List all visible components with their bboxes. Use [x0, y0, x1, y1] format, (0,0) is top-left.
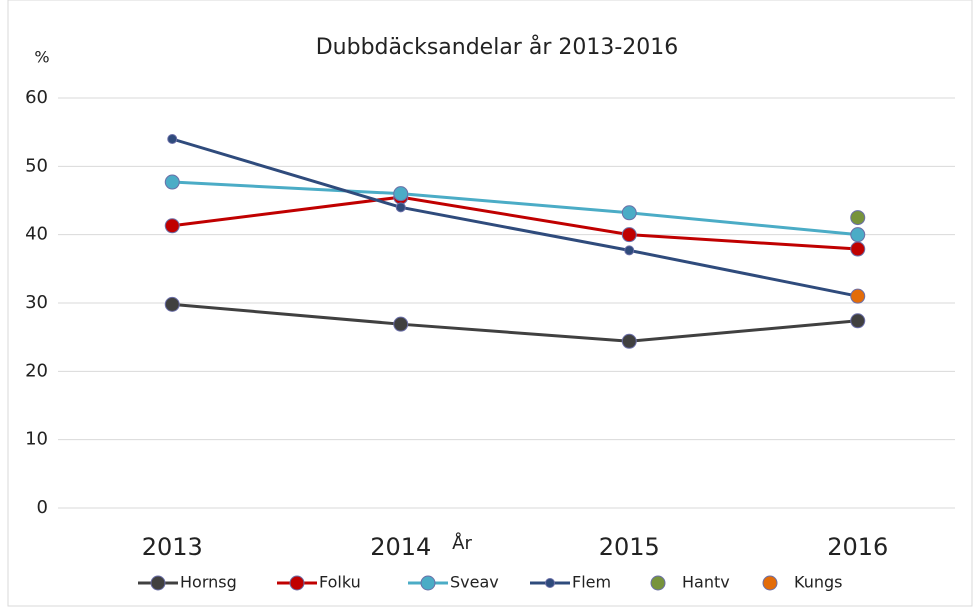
legend-marker: [545, 578, 555, 588]
data-point: [164, 296, 180, 312]
y-axis-label: %: [34, 48, 49, 67]
x-tick-label: 2013: [142, 533, 203, 561]
data-point: [393, 316, 409, 332]
data-point: [164, 174, 180, 190]
x-tick-label: 2015: [599, 533, 660, 561]
data-point: [850, 288, 866, 304]
data-point: [850, 313, 866, 329]
data-point: [624, 245, 635, 256]
legend-label: Hantv: [682, 573, 730, 592]
chart-title: Dubbdäcksandelar år 2013-2016: [316, 34, 679, 60]
y-tick-label: 0: [37, 497, 48, 518]
legend-label: Sveav: [450, 573, 499, 592]
y-tick-label: 10: [25, 429, 48, 450]
data-point: [621, 333, 637, 349]
y-tick-label: 40: [25, 224, 48, 245]
data-point: [621, 227, 637, 243]
y-tick-label: 50: [25, 155, 48, 176]
legend-marker: [420, 575, 436, 591]
legend-label: Kungs: [794, 573, 842, 592]
legend-marker: [289, 575, 305, 591]
data-point: [395, 202, 406, 213]
data-point: [393, 186, 409, 202]
series-line: [172, 180, 858, 237]
x-tick-label: 2014: [370, 533, 431, 561]
data-point: [621, 205, 637, 221]
series-line: [172, 195, 858, 251]
legend-label: Folku: [319, 573, 361, 592]
y-tick-label: 60: [25, 87, 48, 108]
data-point: [167, 134, 178, 144]
legend-label: Flem: [572, 573, 611, 592]
legend-marker: [650, 575, 666, 591]
series-line: [172, 302, 858, 343]
y-tick-label: 20: [25, 360, 48, 381]
x-tick-label: 2016: [827, 533, 888, 561]
legend-marker: [762, 575, 778, 591]
data-point: [164, 218, 180, 234]
legend-marker: [150, 575, 166, 591]
x-axis-label: År: [452, 532, 472, 554]
data-point: [850, 241, 866, 257]
data-point: [850, 227, 866, 243]
data-point: [850, 210, 866, 226]
y-tick-label: 30: [25, 292, 48, 313]
series-line: [171, 137, 859, 298]
legend-label: Hornsg: [180, 573, 237, 592]
